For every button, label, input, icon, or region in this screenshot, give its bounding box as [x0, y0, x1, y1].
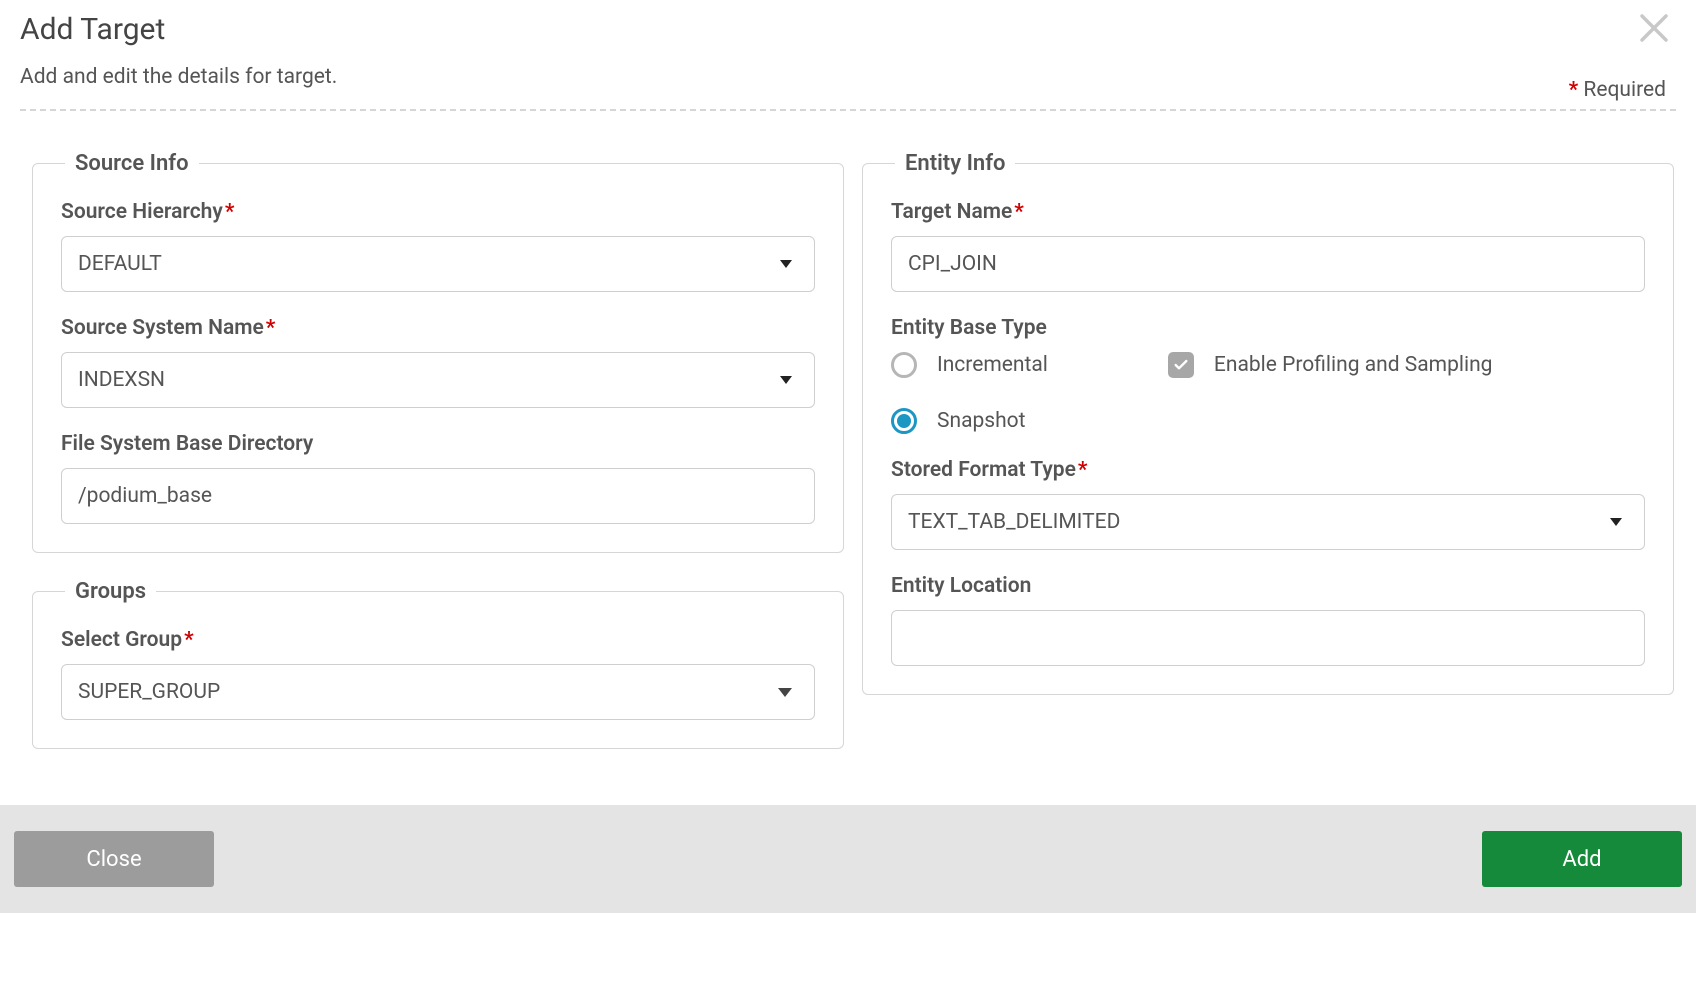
dialog-title: Add Target [20, 12, 1676, 47]
source-hierarchy-label: Source Hierarchy* [61, 200, 815, 224]
file-system-input-wrap [61, 468, 815, 524]
radio-incremental[interactable]: Incremental [891, 352, 1048, 378]
entity-info-legend: Entity Info [895, 151, 1015, 176]
stored-format-label: Stored Format Type* [891, 458, 1645, 482]
source-info-legend: Source Info [65, 151, 199, 176]
groups-fieldset: Groups Select Group* SUPER_GROUP [32, 579, 844, 749]
source-hierarchy-select[interactable]: DEFAULT [61, 236, 815, 292]
entity-location-input-wrap [891, 610, 1645, 666]
dialog-footer: Close Add [0, 805, 1696, 913]
radio-snapshot[interactable]: Snapshot [891, 408, 1048, 434]
chevron-down-icon [1610, 518, 1622, 526]
radio-snapshot-label: Snapshot [937, 409, 1026, 433]
file-system-label: File System Base Directory [61, 432, 815, 456]
stored-format-value: TEXT_TAB_DELIMITED [908, 510, 1610, 534]
source-info-fieldset: Source Info Source Hierarchy* DEFAULT So… [32, 151, 844, 553]
stored-format-select[interactable]: TEXT_TAB_DELIMITED [891, 494, 1645, 550]
radio-icon [891, 352, 917, 378]
source-system-value: INDEXSN [78, 368, 780, 392]
entity-location-label: Entity Location [891, 574, 1645, 598]
checkbox-icon [1168, 352, 1194, 378]
target-name-input[interactable] [908, 252, 1628, 276]
file-system-input[interactable] [78, 484, 798, 508]
dialog-subtitle: Add and edit the details for target. [20, 65, 1676, 89]
select-group-value: SUPER_GROUP [78, 680, 778, 704]
target-name-label: Target Name* [891, 200, 1645, 224]
source-system-select[interactable]: INDEXSN [61, 352, 815, 408]
groups-legend: Groups [65, 579, 156, 604]
enable-profiling-label: Enable Profiling and Sampling [1214, 353, 1493, 377]
required-indicator: * Required [1569, 78, 1666, 102]
source-system-label: Source System Name* [61, 316, 815, 340]
select-group-label: Select Group* [61, 628, 815, 652]
required-label: Required [1583, 78, 1666, 102]
enable-profiling-checkbox[interactable]: Enable Profiling and Sampling [1168, 352, 1493, 378]
add-button[interactable]: Add [1482, 831, 1682, 887]
close-icon[interactable] [1636, 10, 1672, 51]
chevron-down-icon [780, 376, 792, 384]
close-button[interactable]: Close [14, 831, 214, 887]
entity-info-fieldset: Entity Info Target Name* Entity Base Typ… [862, 151, 1674, 695]
radio-icon [891, 408, 917, 434]
chevron-down-icon [778, 688, 792, 697]
entity-location-input[interactable] [908, 626, 1628, 650]
entity-base-type-label: Entity Base Type [891, 316, 1645, 340]
select-group-select[interactable]: SUPER_GROUP [61, 664, 815, 720]
target-name-input-wrap [891, 236, 1645, 292]
radio-incremental-label: Incremental [937, 353, 1048, 377]
source-hierarchy-value: DEFAULT [78, 252, 780, 276]
chevron-down-icon [780, 260, 792, 268]
